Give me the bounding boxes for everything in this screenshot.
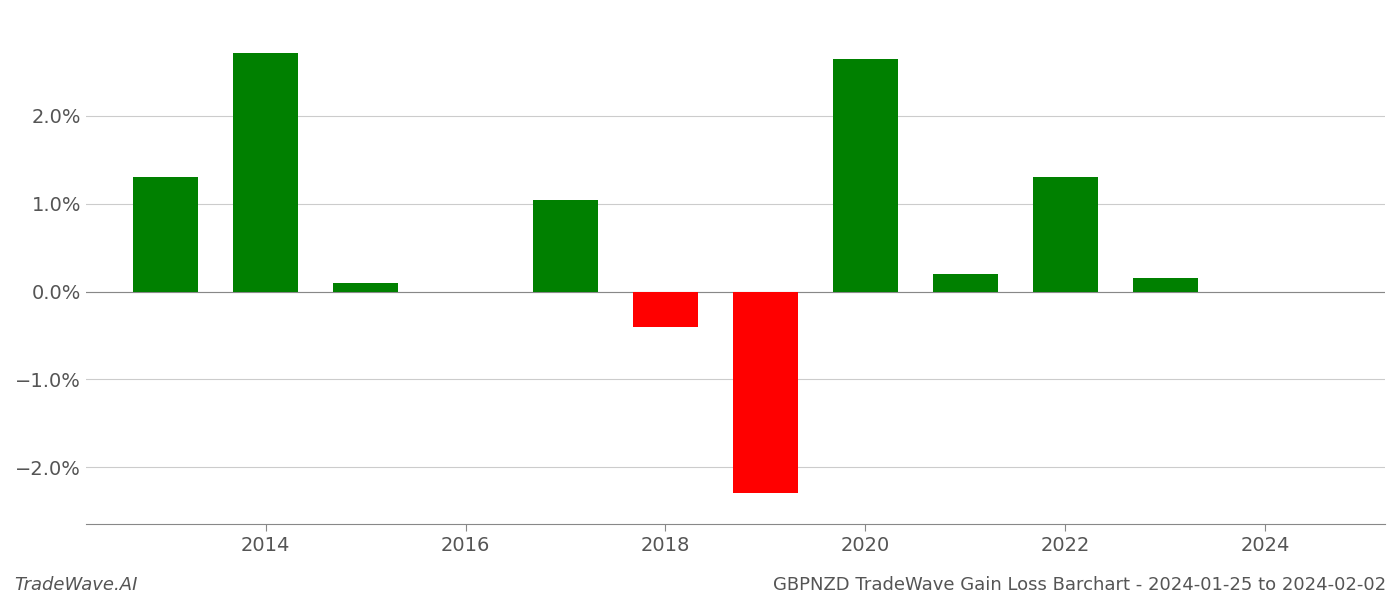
Bar [932,274,998,292]
Bar [333,283,398,292]
Bar [133,178,199,292]
Bar [732,292,798,493]
Bar [533,200,598,292]
Bar [833,59,897,292]
Text: TradeWave.AI: TradeWave.AI [14,576,137,594]
Bar [1133,278,1197,292]
Text: GBPNZD TradeWave Gain Loss Barchart - 2024-01-25 to 2024-02-02: GBPNZD TradeWave Gain Loss Barchart - 20… [773,576,1386,594]
Bar [633,292,697,326]
Bar [1033,178,1098,292]
Bar [234,53,298,292]
